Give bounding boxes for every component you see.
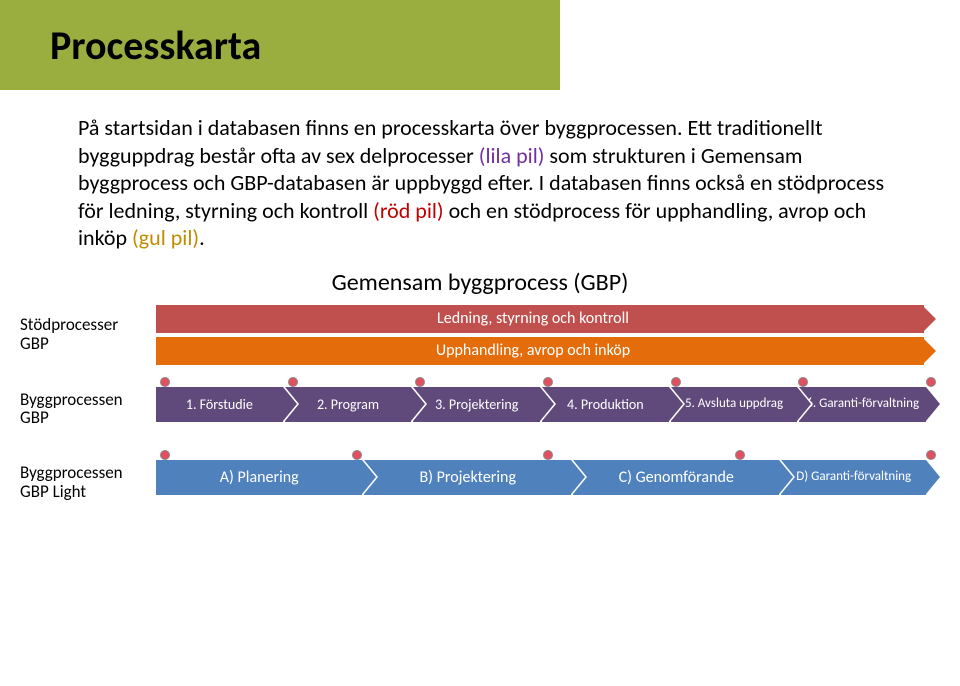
label-line: GBP Light: [20, 483, 148, 502]
page-title: Processkarta: [50, 21, 261, 70]
light-step: B) Projektering: [364, 460, 570, 495]
process-diagram: Gemensam byggprocess (GBP) Stödprocesser…: [20, 268, 940, 506]
row-label-gbp: Byggprocessen GBP: [20, 387, 156, 432]
row-gbp-light: Byggprocessen GBP Light A) Planering B) …: [20, 460, 940, 505]
row-label-stod: Stödprocesser GBP: [20, 305, 156, 365]
row-label-light: Byggprocessen GBP Light: [20, 460, 156, 505]
row-stodprocesser: Stödprocesser GBP Ledning, styrning och …: [20, 305, 940, 365]
gbp-step: 4. Produktion: [542, 387, 669, 422]
light-step: D) Garanti-förvaltning: [781, 460, 926, 495]
row-gbp: Byggprocessen GBP 1. Förstudie 2. Progra…: [20, 387, 940, 432]
gul-text: (gul pil): [132, 224, 199, 251]
diagram-title: Gemensam byggprocess (GBP): [20, 268, 940, 297]
label-line: GBP: [20, 409, 148, 428]
bar-ledning: Ledning, styrning och kontroll: [156, 305, 924, 333]
label-line: Stödprocesser: [20, 316, 148, 335]
label-line: GBP: [20, 335, 148, 354]
gbp-step: 2. Program: [285, 387, 412, 422]
label-line: Byggprocessen: [20, 464, 148, 483]
intro-paragraph: På startsidan i databasen finns en proce…: [78, 114, 910, 252]
gbp-step: 5. Avsluta uppdrag: [671, 387, 798, 422]
light-step: A) Planering: [156, 460, 362, 495]
light-step: C) Genomförande: [573, 460, 779, 495]
para-seg4: .: [199, 224, 205, 251]
title-bar: Processkarta: [0, 0, 560, 90]
lila-text: (lila pil): [479, 142, 545, 169]
gbp-step: 1. Förstudie: [156, 387, 283, 422]
rod-text: (röd pil): [373, 197, 443, 224]
gbp-step: 6. Garanti-förvaltning: [799, 387, 926, 422]
bar-upphandling: Upphandling, avrop och inköp: [156, 337, 924, 365]
gbp-step: 3. Projektering: [413, 387, 540, 422]
